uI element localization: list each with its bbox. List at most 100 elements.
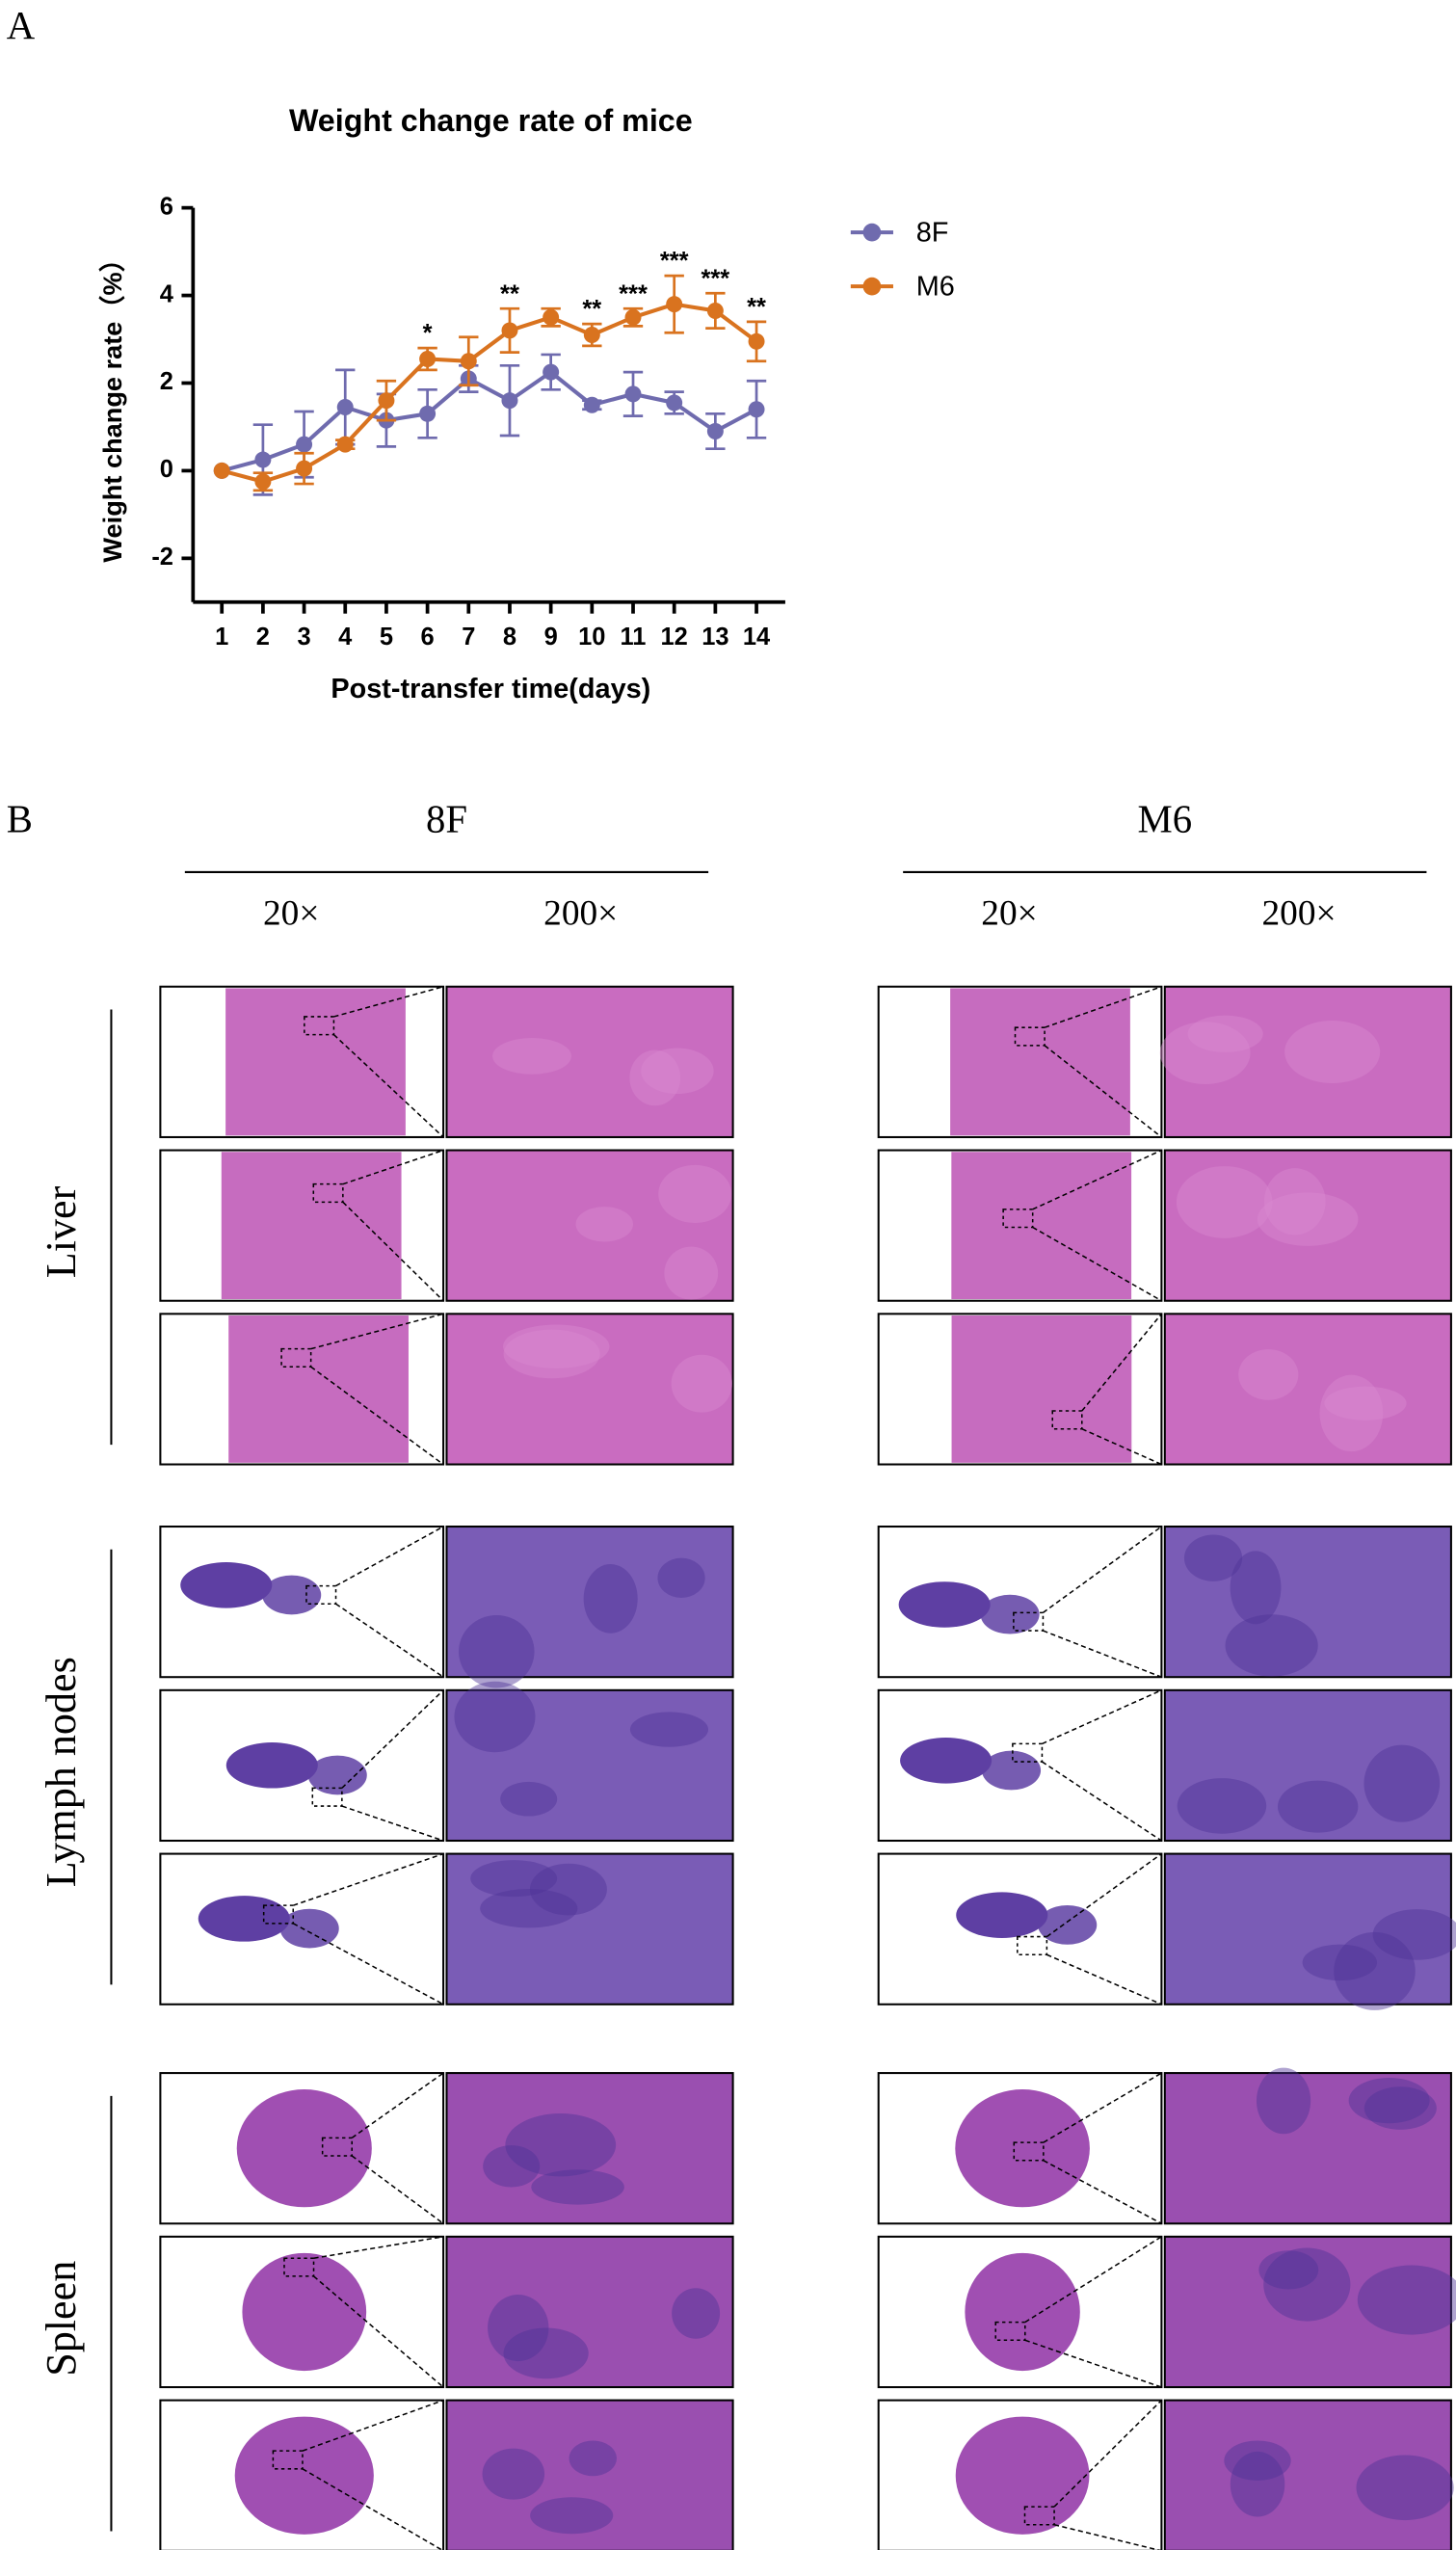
zoom-image	[445, 1852, 734, 2005]
zoom-line	[341, 1805, 444, 1842]
tissue-section	[234, 2416, 374, 2535]
tissue-section	[225, 988, 406, 1136]
zoom-image	[445, 1149, 734, 1302]
x-tick-label: 13	[702, 624, 728, 651]
tissue-section	[950, 988, 1130, 1136]
zoom-line	[1043, 2072, 1162, 2143]
zoom-box	[994, 2321, 1026, 2342]
data-point	[706, 423, 724, 439]
zoom-texture	[1225, 1614, 1318, 1677]
zoom-texture	[1257, 1192, 1359, 1246]
zoom-image	[445, 1313, 734, 1466]
magnification-label: 20×	[981, 893, 1037, 933]
significance-label: **	[500, 280, 519, 307]
data-point	[378, 392, 395, 410]
zoom-box	[1014, 1026, 1046, 1047]
zoom-line	[335, 1603, 444, 1678]
zoom-line	[1032, 1149, 1162, 1210]
zoom-box	[304, 1016, 335, 1036]
zoom-texture	[658, 1164, 732, 1223]
data-point	[666, 394, 683, 412]
zoom-box	[311, 1787, 343, 1807]
zoom-texture	[503, 1324, 610, 1368]
y-tick-label: 4	[160, 280, 174, 307]
data-point	[296, 460, 313, 477]
data-point	[583, 326, 600, 343]
zoom-texture	[480, 1888, 578, 1928]
x-tick-label: 11	[621, 624, 647, 651]
zoom-box	[1017, 1935, 1048, 1956]
zoom-texture	[1357, 2265, 1456, 2335]
tissue-label: Lymph nodes	[38, 1657, 85, 1887]
zoom-line	[351, 2155, 444, 2224]
data-point	[254, 451, 272, 468]
x-tick-label: 9	[544, 624, 558, 651]
zoom-line	[333, 986, 444, 1018]
zoom-texture	[503, 1329, 600, 1379]
data-point	[460, 353, 477, 370]
zoom-line	[1053, 2400, 1162, 2508]
zoom-texture	[1224, 2440, 1291, 2481]
legend-label: M6	[916, 271, 955, 302]
tissue-section	[236, 2089, 372, 2208]
zoom-image	[1163, 2072, 1452, 2225]
x-tick-label: 5	[380, 624, 393, 651]
data-point	[543, 363, 560, 381]
zoom-line	[313, 2236, 444, 2259]
zoom-box	[1012, 1742, 1044, 1763]
zoom-texture	[657, 1557, 705, 1598]
tissue-section	[965, 2252, 1080, 2372]
data-point	[501, 392, 518, 410]
zoom-texture	[575, 1207, 633, 1242]
zoom-texture	[583, 1564, 638, 1634]
y-tick-label: 2	[160, 368, 173, 395]
zoom-texture	[530, 2497, 614, 2535]
zoom-box	[312, 1182, 344, 1204]
tissue-section	[898, 1581, 991, 1628]
zoom-image	[1163, 1526, 1452, 1679]
y-tick-label: -2	[151, 544, 173, 571]
zoom-line	[1046, 1852, 1162, 1938]
tissue-section	[955, 2416, 1090, 2535]
zoom-texture	[569, 2440, 617, 2477]
tissue-section	[198, 1896, 290, 1942]
data-point	[748, 332, 765, 350]
zoom-image	[1163, 985, 1452, 1138]
zoom-texture	[1324, 1386, 1407, 1421]
zoom-line	[292, 1852, 444, 1906]
zoom-line	[351, 2072, 444, 2138]
zoom-texture	[1319, 1374, 1384, 1452]
zoom-texture	[483, 2145, 541, 2188]
zoom-box	[283, 2257, 315, 2277]
x-tick-label: 2	[256, 624, 270, 651]
zoom-box	[272, 2450, 304, 2470]
zoom-texture	[1348, 2077, 1430, 2124]
zoom-image	[1163, 1688, 1452, 1843]
zoom-texture	[1258, 2250, 1319, 2290]
tissue-section	[242, 2252, 367, 2372]
x-tick-label: 10	[578, 624, 605, 651]
zoom-box	[321, 2137, 353, 2157]
tissue-section	[980, 1594, 1040, 1634]
x-tick-label: 7	[462, 624, 475, 651]
zoom-texture	[1238, 1349, 1299, 1400]
x-tick-label: 14	[743, 624, 771, 651]
zoom-texture	[1230, 1551, 1282, 1625]
tissue-section	[221, 1152, 402, 1300]
tissue-section	[956, 1892, 1048, 1938]
zoom-texture	[664, 1246, 719, 1300]
zoom-texture	[641, 1048, 714, 1095]
tissue-section	[955, 2089, 1090, 2208]
tissue-section	[951, 1315, 1132, 1463]
significance-label: ***	[702, 265, 730, 292]
zoom-texture	[488, 2294, 549, 2362]
zoom-texture	[492, 1038, 571, 1075]
zoom-line	[1044, 986, 1162, 1028]
tissue-section	[981, 1750, 1042, 1791]
y-tick-label: 6	[160, 193, 173, 220]
data-point	[296, 436, 313, 453]
data-point	[336, 436, 354, 453]
zoom-texture	[470, 1860, 558, 1898]
zoom-texture	[454, 1681, 536, 1753]
